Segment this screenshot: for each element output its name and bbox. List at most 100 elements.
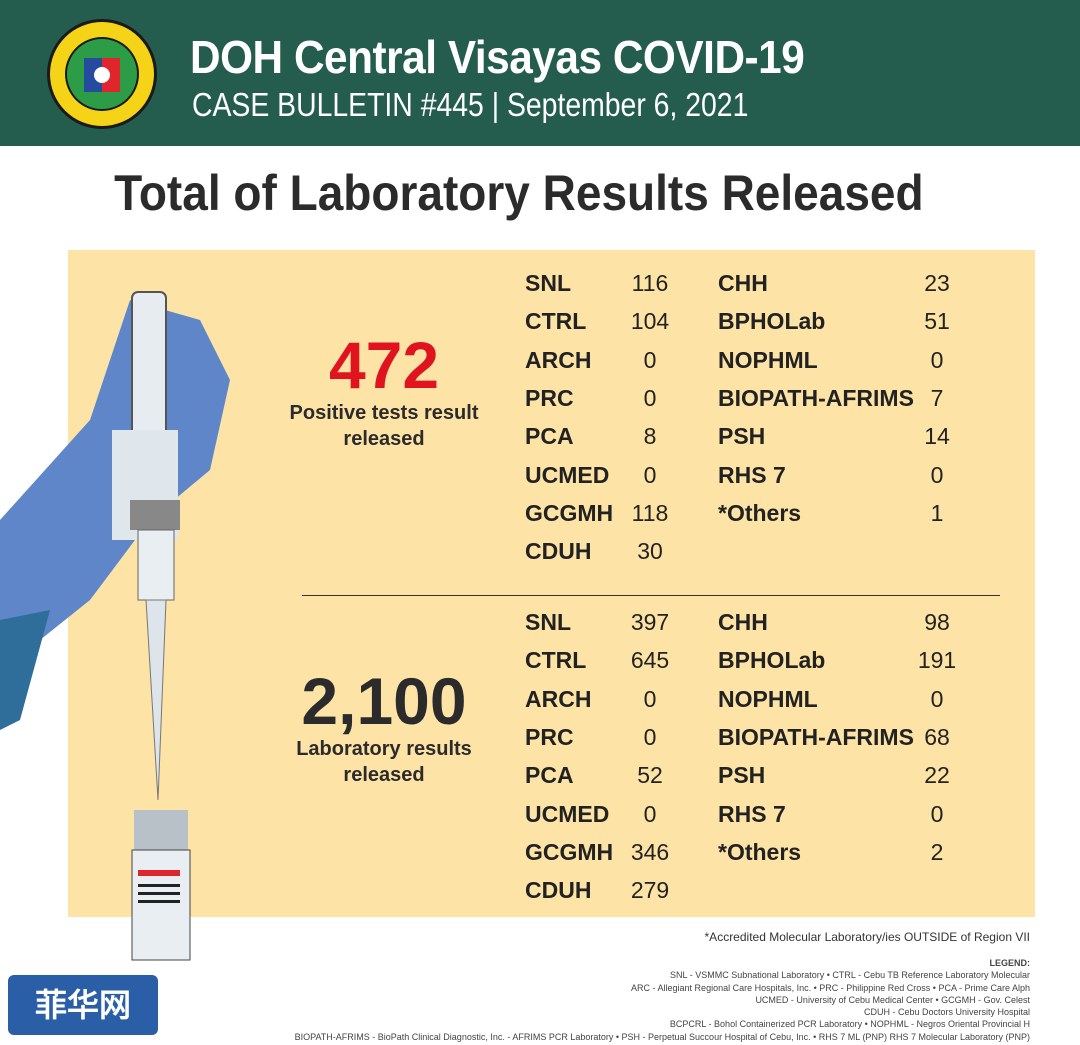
- lab-count: 98: [924, 609, 950, 635]
- lab-row: BPHOLab 51: [0, 308, 1080, 342]
- lab-count: 346: [630, 838, 670, 865]
- total-summary: 2,100 Laboratory results released: [284, 666, 484, 788]
- lab-row: BPHOLab 191: [0, 647, 1080, 681]
- lab-row: CTRL 104: [0, 308, 1080, 342]
- lab-name: UCMED: [525, 461, 610, 488]
- lab-count: 0: [643, 346, 657, 373]
- lab-name: NOPHML: [718, 685, 818, 712]
- lab-row: RHS 7 0: [0, 462, 1080, 496]
- lab-row: PCA 52: [0, 762, 1080, 796]
- lab-name: BIOPATH-AFRIMS: [718, 384, 914, 411]
- lab-name: CDUH: [525, 538, 592, 565]
- lab-name: CTRL: [525, 308, 587, 335]
- section-divider: [302, 595, 1000, 596]
- positive-label-2: released: [343, 428, 425, 450]
- lab-name: ARCH: [525, 685, 592, 712]
- lab-row: CDUH 30: [0, 538, 1080, 572]
- lab-name: PSH: [718, 423, 766, 450]
- lab-row: NOPHML 0: [0, 686, 1080, 720]
- lab-count: 30: [637, 538, 663, 565]
- results-panel: [68, 250, 1035, 917]
- lab-name: NOPHML: [718, 346, 818, 373]
- lab-name: ARCH: [525, 346, 592, 373]
- lab-name: RHS 7: [718, 461, 786, 488]
- legend-title: LEGEND:: [989, 958, 1031, 968]
- lab-row: PCA 8: [0, 423, 1080, 457]
- lab-name: BPHOLab: [718, 308, 826, 335]
- lab-count: 2: [930, 838, 944, 865]
- lab-count: 279: [630, 877, 670, 904]
- lab-count: 22: [924, 762, 950, 789]
- lab-name: RHS 7: [718, 800, 786, 827]
- lab-count: 0: [643, 384, 657, 411]
- lab-row: *Others 2: [0, 839, 1080, 873]
- lab-row: CTRL 645: [0, 647, 1080, 681]
- total-label-2: released: [343, 764, 425, 786]
- lab-count: 0: [930, 346, 944, 373]
- lab-count: 23: [924, 270, 950, 296]
- lab-name: UCMED: [525, 800, 610, 827]
- lab-row: GCGMH 346: [0, 839, 1080, 873]
- lab-row: PRC 0: [0, 724, 1080, 758]
- lab-row: SNL 397: [0, 609, 1080, 643]
- legend-line: UCMED - University of Cebu Medical Cente…: [755, 994, 1030, 1005]
- lab-count: 104: [630, 308, 670, 335]
- lab-row: CHH 23: [0, 270, 1080, 304]
- lab-count: 397: [630, 609, 670, 635]
- lab-count: 1: [930, 499, 944, 526]
- lab-count: 0: [643, 800, 657, 827]
- lab-name: SNL: [525, 270, 571, 296]
- legend-line: SNL - VSMMC Subnational Laboratory • CTR…: [670, 970, 1030, 981]
- lab-count: 0: [643, 461, 657, 488]
- header-subtitle: CASE BULLETIN #445 | September 6, 2021: [192, 86, 749, 123]
- lab-count: 51: [924, 308, 950, 335]
- lab-row: SNL 116: [0, 270, 1080, 304]
- watermark-logo: 菲华网: [8, 975, 158, 1035]
- lab-row: NOPHML 0: [0, 347, 1080, 381]
- lab-name: *Others: [718, 499, 802, 526]
- legend-line: ARC - Allegiant Regional Care Hospitals,…: [631, 982, 1030, 993]
- positive-count: 472: [328, 328, 440, 402]
- lab-name: SNL: [525, 609, 571, 635]
- total-count: 2,100: [301, 664, 467, 738]
- header-title: DOH Central Visayas COVID-19: [190, 31, 805, 83]
- lab-row: RHS 7 0: [0, 801, 1080, 835]
- lab-name: CHH: [718, 270, 768, 296]
- lab-count: 0: [643, 723, 657, 750]
- lab-name: PCA: [525, 762, 574, 789]
- lab-name: PSH: [718, 762, 766, 789]
- lab-name: PRC: [525, 384, 574, 411]
- lab-count: 0: [930, 461, 944, 488]
- accredited-note: *Accredited Molecular Laboratory/ies OUT…: [704, 930, 1030, 944]
- lab-name: *Others: [718, 838, 802, 865]
- lab-row: UCMED 0: [0, 462, 1080, 496]
- lab-row: UCMED 0: [0, 801, 1080, 835]
- lab-count: 645: [630, 647, 670, 674]
- lab-name: PCA: [525, 423, 574, 450]
- lab-row: GCGMH 118: [0, 500, 1080, 534]
- legend-line: BCPCRL - Bohol Containerized PCR Laborat…: [669, 1019, 1030, 1030]
- lab-name: CDUH: [525, 877, 592, 904]
- total-label: Laboratory results: [296, 738, 472, 760]
- lab-row: CHH 98: [0, 609, 1080, 643]
- lab-row: *Others 1: [0, 500, 1080, 534]
- lab-count: 0: [643, 685, 657, 712]
- lab-count: 14: [924, 423, 950, 450]
- lab-name: CTRL: [525, 647, 587, 674]
- lab-row: BIOPATH-AFRIMS 68: [0, 724, 1080, 758]
- doh-seal-logo: [47, 19, 157, 129]
- page-title: Total of Laboratory Results Released: [114, 165, 924, 221]
- lab-count: 8: [643, 423, 657, 450]
- legend: LEGEND: SNL - VSMMC Subnational Laborato…: [295, 957, 1030, 1043]
- lab-name: BIOPATH-AFRIMS: [718, 723, 914, 750]
- lab-row: ARCH 0: [0, 347, 1080, 381]
- lab-count: 118: [631, 499, 669, 526]
- lab-count: 0: [930, 685, 944, 712]
- lab-count: 7: [930, 384, 944, 411]
- lab-name: BPHOLab: [718, 647, 826, 674]
- pipette-illustration: [0, 291, 230, 961]
- lab-row: BIOPATH-AFRIMS 7: [0, 385, 1080, 419]
- positive-summary: 472 Positive tests result released: [284, 330, 484, 452]
- lab-count: 52: [637, 762, 663, 789]
- lab-name: GCGMH: [525, 499, 614, 526]
